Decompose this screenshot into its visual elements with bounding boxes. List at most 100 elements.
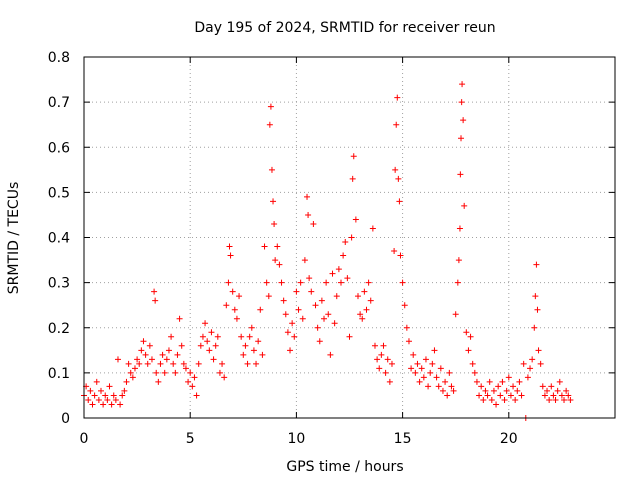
data-point xyxy=(189,383,196,390)
data-point xyxy=(297,279,304,286)
data-point xyxy=(259,351,266,358)
data-point xyxy=(178,342,185,349)
data-point xyxy=(469,360,476,367)
data-point xyxy=(321,315,328,322)
data-point xyxy=(165,347,172,354)
data-point xyxy=(325,311,332,318)
data-point xyxy=(503,387,510,394)
data-point xyxy=(278,279,285,286)
data-point xyxy=(329,270,336,277)
data-point xyxy=(463,329,470,336)
data-point xyxy=(138,347,145,354)
data-point xyxy=(93,378,100,385)
data-point xyxy=(287,347,294,354)
data-point xyxy=(257,306,264,313)
data-point xyxy=(550,392,557,399)
data-point xyxy=(529,356,536,363)
data-point xyxy=(357,311,364,318)
data-point xyxy=(146,342,153,349)
data-point xyxy=(450,387,457,394)
data-point xyxy=(121,387,128,394)
data-point xyxy=(212,342,219,349)
data-point xyxy=(467,333,474,340)
data-point xyxy=(493,401,500,408)
data-point xyxy=(271,220,278,227)
data-point xyxy=(384,356,391,363)
data-point xyxy=(499,378,506,385)
data-point xyxy=(136,360,143,367)
x-tick-label: 0 xyxy=(80,431,89,447)
data-point xyxy=(455,257,462,264)
data-point xyxy=(514,387,521,394)
data-point xyxy=(261,243,268,250)
y-tick-label: 0.3 xyxy=(48,276,70,292)
data-point xyxy=(148,356,155,363)
data-point xyxy=(444,392,451,399)
data-point xyxy=(306,275,313,282)
data-point xyxy=(533,261,540,268)
data-point xyxy=(507,392,514,399)
data-point xyxy=(520,360,527,367)
x-axis-title: GPS time / hours xyxy=(286,459,403,475)
data-point xyxy=(119,392,126,399)
data-point xyxy=(110,392,117,399)
data-point xyxy=(369,225,376,232)
data-point xyxy=(480,396,487,403)
data-point xyxy=(214,333,221,340)
data-point xyxy=(378,351,385,358)
data-point xyxy=(112,396,119,403)
data-point xyxy=(420,374,427,381)
data-point xyxy=(386,378,393,385)
data-point xyxy=(497,392,504,399)
data-point xyxy=(452,311,459,318)
data-point xyxy=(427,369,434,376)
data-point xyxy=(460,117,467,124)
data-point xyxy=(191,374,198,381)
data-point xyxy=(454,279,461,286)
data-point xyxy=(399,279,406,286)
data-point xyxy=(361,288,368,295)
data-point xyxy=(565,392,572,399)
data-point xyxy=(461,202,468,209)
data-point xyxy=(537,360,544,367)
data-point xyxy=(335,266,342,273)
data-point xyxy=(180,360,187,367)
data-point xyxy=(405,338,412,345)
data-point xyxy=(161,369,168,376)
data-point xyxy=(382,369,389,376)
data-point xyxy=(272,257,279,264)
data-point xyxy=(157,360,164,367)
data-point xyxy=(465,347,472,354)
data-point xyxy=(199,333,206,340)
data-point xyxy=(233,315,240,322)
data-point xyxy=(100,401,107,408)
data-point xyxy=(134,356,141,363)
data-point xyxy=(394,94,401,101)
data-point xyxy=(274,243,281,250)
data-point xyxy=(344,275,351,282)
data-point xyxy=(535,347,542,354)
data-point xyxy=(544,387,551,394)
data-point xyxy=(484,392,491,399)
data-point xyxy=(414,360,421,367)
data-point xyxy=(238,333,245,340)
data-point xyxy=(129,374,136,381)
data-point xyxy=(524,374,531,381)
data-point xyxy=(182,365,189,372)
data-point xyxy=(501,396,508,403)
data-point xyxy=(267,103,274,110)
data-point xyxy=(331,320,338,327)
data-point xyxy=(106,383,113,390)
data-point xyxy=(210,356,217,363)
data-point xyxy=(473,378,480,385)
data-point xyxy=(244,360,251,367)
data-point xyxy=(108,401,115,408)
data-point xyxy=(482,387,489,394)
y-tick-label: 0.6 xyxy=(48,140,70,156)
data-point xyxy=(204,338,211,345)
data-point xyxy=(152,297,159,304)
data-point xyxy=(391,248,398,255)
data-point xyxy=(371,342,378,349)
data-point xyxy=(208,329,215,336)
